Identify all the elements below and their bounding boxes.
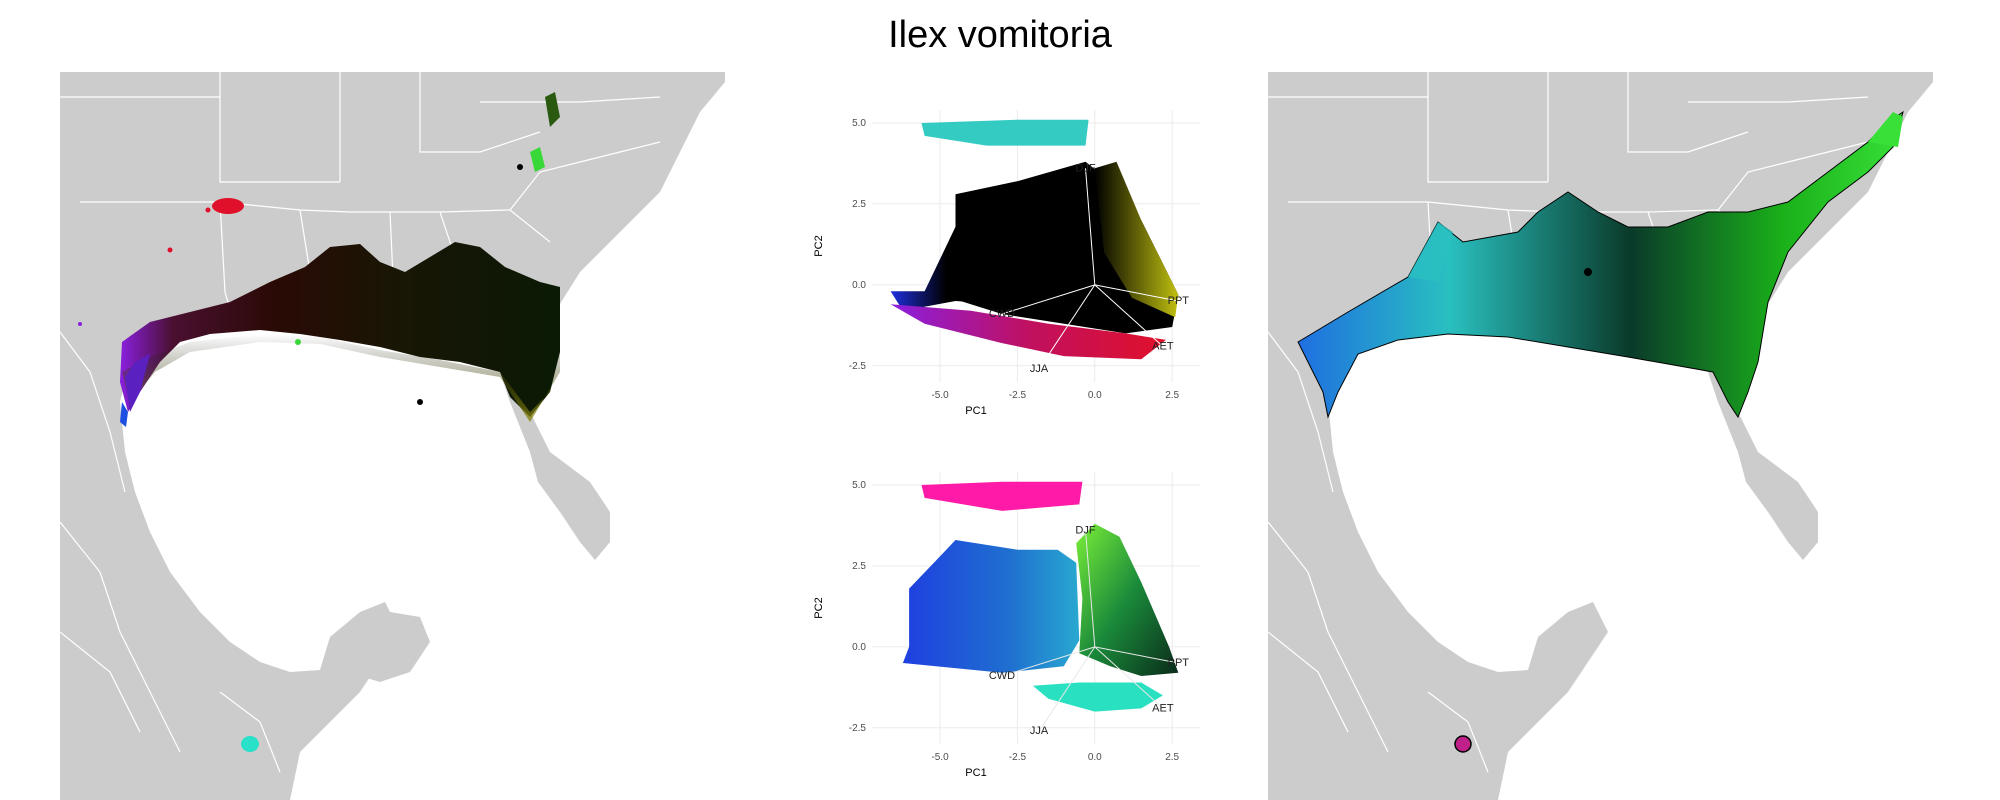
y-axis-label: PC2	[813, 235, 825, 256]
axes: -5.0 -2.5 0.0 2.5 -2.5 0.0 2.5 5.0 PC1 PC2	[813, 480, 1180, 779]
range-prediction	[78, 92, 560, 752]
x-tick-label: -2.5	[1009, 390, 1027, 401]
figure-title: Ilex vomitoria	[888, 14, 1112, 56]
loading-line-djf	[1085, 168, 1096, 285]
loading-label-jja: JJA	[1030, 363, 1049, 375]
x-tick-label: -5.0	[931, 390, 949, 401]
x-tick-label: 0.0	[1088, 390, 1102, 401]
x-tick-label: 2.5	[1165, 390, 1179, 401]
y-tick-label: 5.0	[852, 480, 866, 491]
cloud-left	[902, 540, 1080, 673]
loading-line-aet	[1094, 284, 1164, 347]
x-axis-label: PC1	[965, 405, 986, 417]
x-tick-label: -5.0	[931, 752, 949, 763]
loading-label-djf: DJF	[1075, 162, 1095, 174]
loading-label-cwd: CWD	[989, 670, 1015, 682]
loading-label-djf: DJF	[1075, 524, 1095, 536]
loading-label-jja: JJA	[1030, 725, 1049, 737]
loading-line-cwd	[1001, 646, 1095, 677]
loading-line-aet	[1094, 646, 1164, 709]
y-axis-label: PC2	[813, 597, 825, 618]
right-map	[1268, 72, 1933, 800]
loading-line-cwd	[1001, 284, 1095, 315]
loading-label-aet: AET	[1152, 340, 1174, 352]
x-tick-label: -2.5	[1009, 752, 1027, 763]
land	[60, 72, 725, 800]
loading-vectors: DJF PPT AET CWD JJA	[989, 524, 1189, 737]
cloud-left	[890, 194, 1002, 311]
loading-label-aet: AET	[1152, 702, 1174, 714]
y-tick-label: -2.5	[849, 723, 867, 734]
pca-plot-bottom: DJF PPT AET CWD JJA -5.0 -2.5 0.0 2.5 -2.5 0.0 2.5…	[813, 472, 1200, 779]
cloud-right	[1076, 523, 1179, 676]
pca-plot-top: DJF PPT AET CWD JJA -5.0 -2.5 0.0 2.5 -2.5 0.0 2.5…	[813, 110, 1200, 417]
loading-label-ppt: PPT	[1168, 295, 1190, 307]
loading-line-djf	[1085, 530, 1096, 647]
point-cloud	[902, 481, 1179, 712]
cloud-right	[1094, 161, 1179, 318]
y-tick-label: 2.5	[852, 199, 866, 210]
x-tick-label: 2.5	[1165, 752, 1179, 763]
y-tick-label: 0.0	[852, 280, 866, 291]
cloud-bottom	[890, 304, 1166, 360]
loading-label-ppt: PPT	[1168, 657, 1190, 669]
y-tick-label: 0.0	[852, 642, 866, 653]
loading-label-cwd: CWD	[989, 308, 1015, 320]
loading-line-ppt	[1094, 646, 1179, 664]
loading-line-jja	[1038, 646, 1096, 732]
state-borders	[1268, 72, 1869, 773]
range-prediction	[1297, 110, 1904, 753]
y-tick-label: 5.0	[852, 118, 866, 129]
loading-line-jja	[1038, 284, 1096, 370]
loading-line-ppt	[1094, 284, 1179, 302]
cloud-upper-band	[921, 481, 1083, 511]
x-tick-label: 0.0	[1088, 752, 1102, 763]
x-axis-label: PC1	[965, 767, 986, 779]
axes: -5.0 -2.5 0.0 2.5 -2.5 0.0 2.5 5.0 PC1 PC2	[813, 118, 1180, 417]
cloud-bottom	[1032, 682, 1163, 712]
loading-vectors: DJF PPT AET CWD JJA	[989, 162, 1189, 375]
point-cloud	[890, 119, 1179, 360]
cloud-upper-band	[921, 119, 1089, 146]
y-tick-label: 2.5	[852, 561, 866, 572]
left-map	[60, 72, 725, 800]
y-tick-label: -2.5	[849, 361, 867, 372]
